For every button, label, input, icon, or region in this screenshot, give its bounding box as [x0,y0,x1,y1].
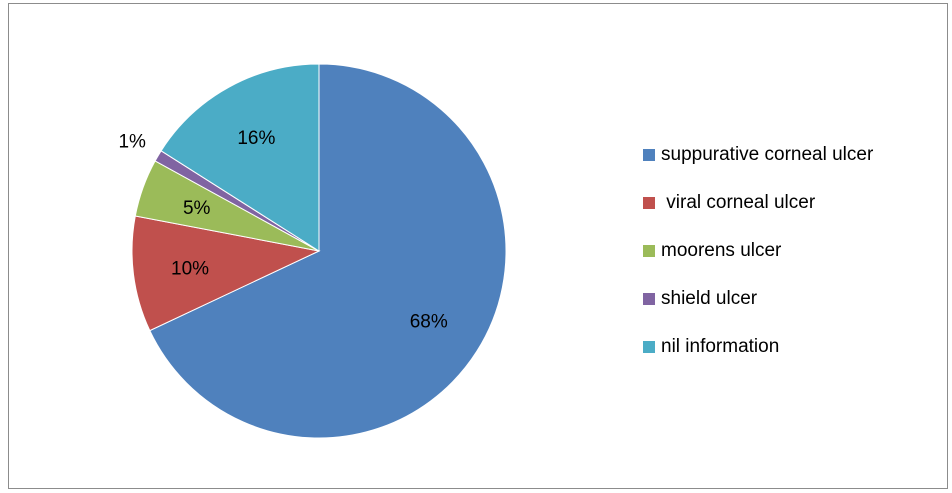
legend-swatch-suppurative [643,149,655,161]
legend-item-suppurative: suppurative corneal ulcer [643,143,873,167]
legend-label-nil: nil information [661,336,780,357]
legend: suppurative corneal ulcer viral corneal … [643,143,873,383]
legend-swatch-nil [643,341,655,353]
legend-swatch-shield [643,293,655,305]
pie-slice-nil [160,63,320,252]
pie-chart: 68% 10% 5% 1% 16% [118,63,507,439]
legend-item-shield: shield ulcer [643,287,873,311]
pie-slice-suppurative [149,63,507,439]
legend-swatch-moorens [643,245,655,257]
legend-swatch-viral [643,197,655,209]
data-label-moorens: 5% [183,198,211,219]
legend-label-viral: viral corneal ulcer [661,192,816,213]
legend-label-suppurative: suppurative corneal ulcer [661,144,874,165]
legend-item-viral: viral corneal ulcer [643,191,873,215]
legend-item-nil: nil information [643,335,873,359]
data-label-shield: 1% [118,132,146,153]
legend-label-shield: shield ulcer [661,288,758,309]
legend-item-moorens: moorens ulcer [643,239,873,263]
data-label-suppurative: 68% [410,312,448,333]
data-label-viral: 10% [171,258,209,279]
pie-slice-viral [131,215,321,332]
data-label-nil: 16% [237,128,275,149]
chart-frame: 68% 10% 5% 1% 16% suppurative corneal ulcer … [8,3,948,489]
legend-label-moorens: moorens ulcer [661,240,782,261]
